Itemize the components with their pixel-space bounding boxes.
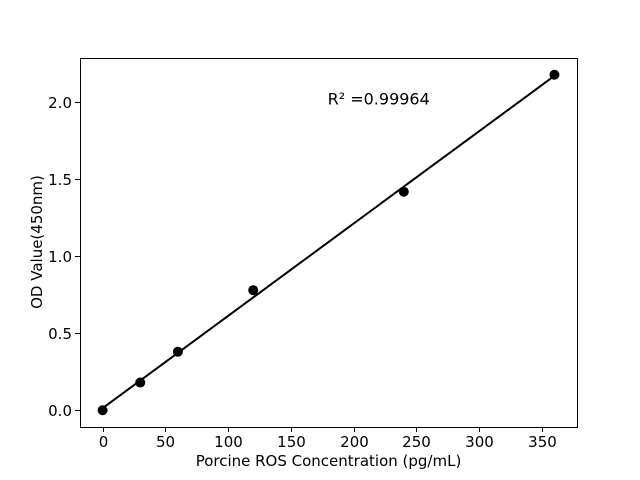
data-point (248, 285, 259, 296)
x-tick-label: 300 (465, 433, 494, 451)
plot-border (80, 58, 578, 428)
fit-line (101, 74, 556, 410)
y-tick-label: 0.5 (48, 325, 72, 343)
data-point (97, 405, 108, 416)
x-tick-label: 350 (528, 433, 557, 451)
data-point (135, 377, 146, 388)
x-tick-label: 100 (214, 433, 243, 451)
x-tick-label: 150 (277, 433, 306, 451)
y-tick-label: 2.0 (48, 94, 72, 112)
y-axis-label: OD Value(450nm) (28, 175, 46, 309)
y-tick-label: 0.0 (48, 402, 72, 420)
x-tick-label: 250 (402, 433, 431, 451)
x-tick-label: 0 (99, 433, 109, 451)
x-tick-label: 200 (340, 433, 369, 451)
data-point (398, 186, 409, 197)
y-tick-label: 1.0 (48, 248, 72, 266)
data-point (172, 346, 183, 357)
r-squared-annotation: R² =0.99964 (327, 89, 430, 109)
data-point (549, 69, 560, 80)
y-tick-label: 1.5 (48, 171, 72, 189)
x-axis-label: Porcine ROS Concentration (pg/mL) (195, 452, 462, 470)
x-tick-label: 50 (156, 433, 175, 451)
